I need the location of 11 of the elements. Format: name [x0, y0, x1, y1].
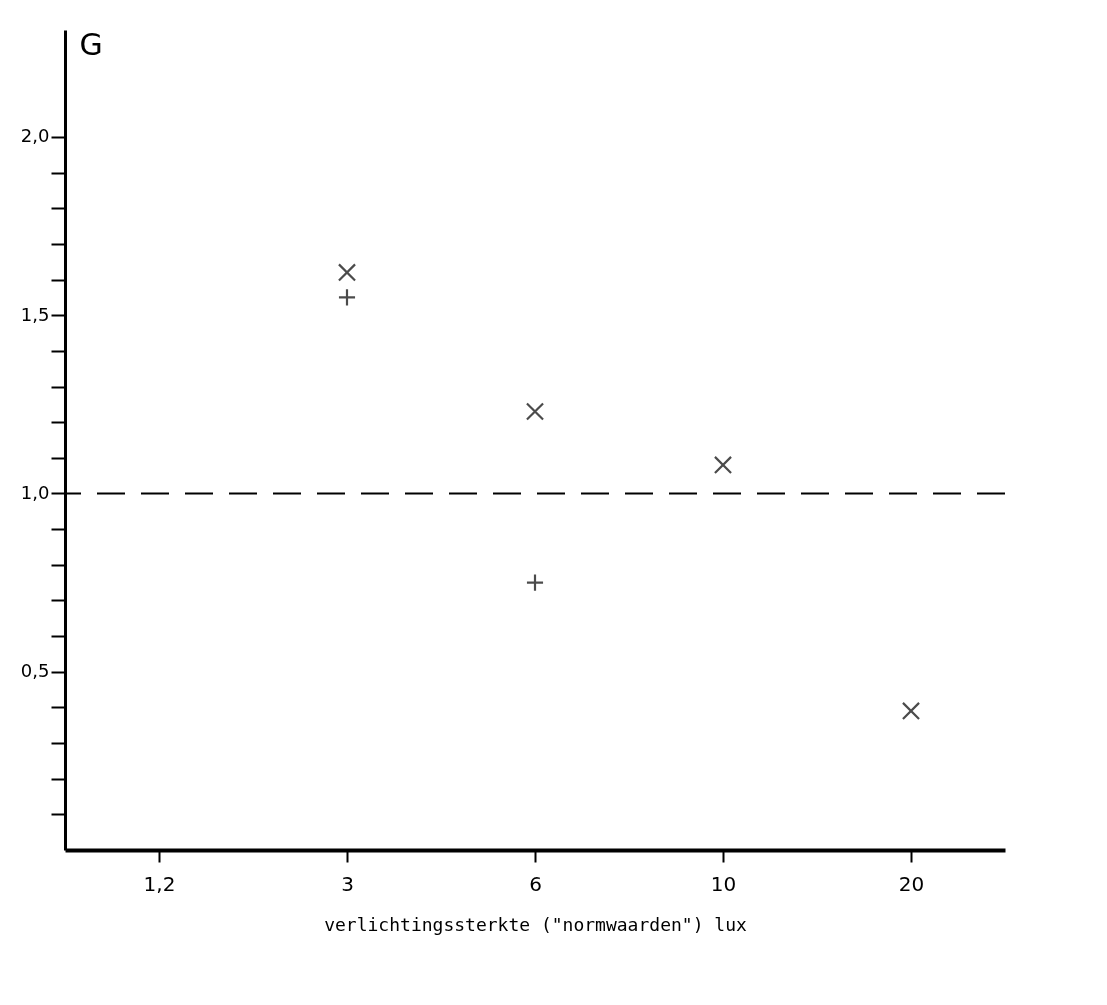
y-tick-label: 1,0	[20, 481, 50, 503]
x-tick-label: 20	[898, 871, 925, 896]
x-tick-label: 3	[341, 871, 354, 896]
y-tick-label: 0,5	[20, 660, 50, 682]
y-axis-title: G	[79, 26, 103, 62]
x-tick-label: 10	[710, 871, 737, 896]
x-tick-label: 1,2	[143, 871, 176, 896]
y-tick-label: 1,5	[20, 303, 50, 325]
y-tick-label: 2,0	[20, 125, 50, 147]
x-tick-label: 6	[529, 871, 542, 896]
x-axis-title: verlichtingssterkte ("normwaarden") lux	[324, 913, 747, 935]
